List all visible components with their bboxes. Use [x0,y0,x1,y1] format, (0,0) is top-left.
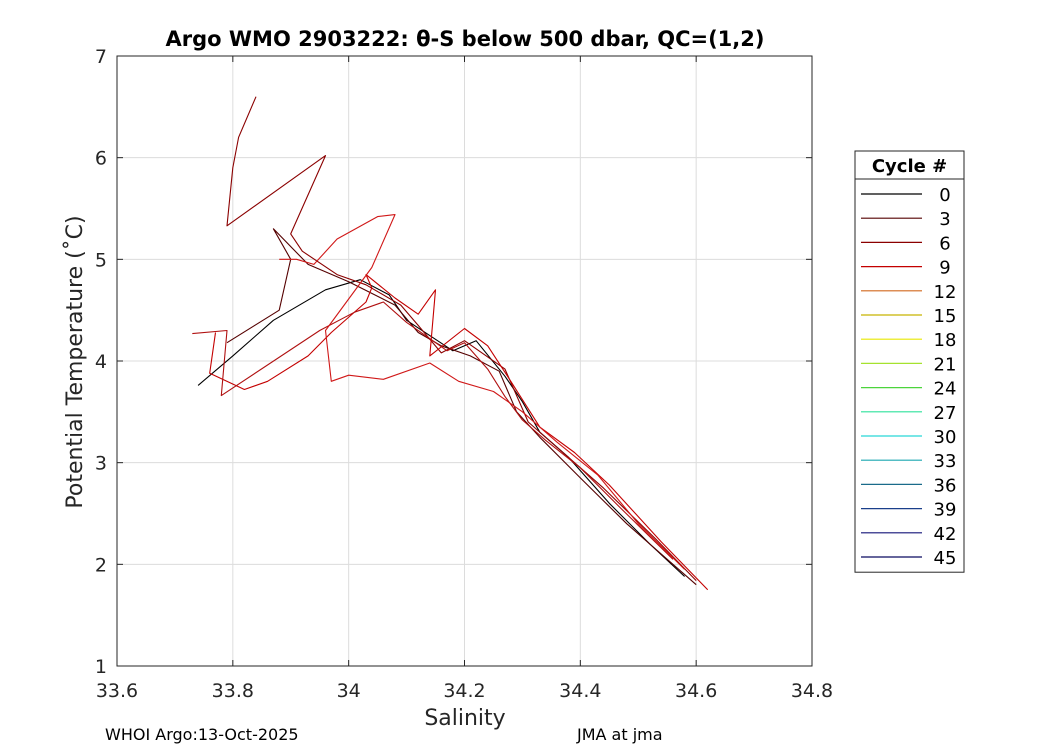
y-tick-label: 6 [95,148,107,170]
series-line [197,279,685,577]
series-lines [192,96,709,591]
series-line [192,301,674,560]
legend-entry-label: 9 [939,258,950,279]
x-tick-label: 34 [337,680,361,702]
x-tick-label: 34.2 [443,680,485,702]
y-tick-label: 4 [95,351,107,373]
legend-entry-label: 21 [934,354,957,375]
series-line [209,274,709,591]
y-axis-label: Potential Temperature (˚C) [63,215,88,508]
chart-title: Argo WMO 2903222: θ-S below 500 dbar, QC… [166,27,765,51]
y-tick-label: 1 [95,656,107,678]
legend-entry-label: 42 [934,524,957,545]
x-tick-label: 34.4 [559,680,601,702]
footer-left: WHOI Argo:13-Oct-2025 [105,725,299,744]
legend-entry-label: 30 [934,427,957,448]
series-line [226,96,697,581]
legend-box [854,150,965,573]
legend-entry-label: 33 [934,451,957,472]
x-tick-label: 34.8 [791,680,833,702]
x-axis-label: Salinity [424,706,505,731]
legend-entry-label: 24 [934,379,957,400]
y-tick-label: 5 [95,249,107,271]
legend-entry-label: 45 [934,548,957,569]
series-line [279,214,685,570]
legend-entry-label: 3 [939,209,950,230]
x-tick-label: 34.6 [675,680,717,702]
y-tick-label: 3 [95,453,107,475]
y-tick-label: 7 [95,46,107,68]
x-tick-label: 33.6 [96,680,138,702]
legend-title: Cycle # [872,156,947,177]
legend-entry-label: 18 [934,330,957,351]
footer-right: JMA at jma [577,725,663,744]
legend-entry-label: 15 [934,306,957,327]
legend-entry-label: 27 [934,403,957,424]
y-tick-label: 2 [95,554,107,576]
legend-entry-label: 0 [939,185,950,206]
legend-entry-label: 6 [939,233,950,254]
series-line [226,228,697,586]
legend-entry-label: 39 [934,500,957,521]
legend-entry-label: 36 [934,475,957,496]
legend-entry-label: 12 [934,282,957,303]
x-tick-label: 33.8 [212,680,254,702]
